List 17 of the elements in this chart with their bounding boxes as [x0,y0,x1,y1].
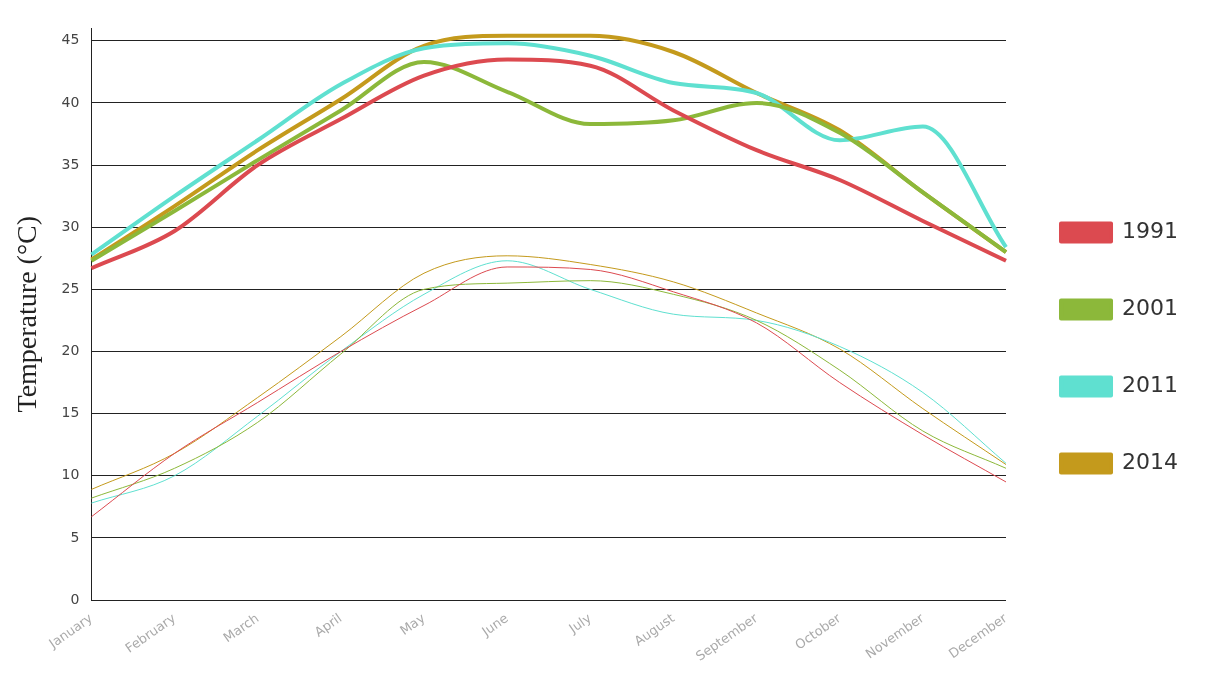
legend-label: 2014 [1122,449,1179,475]
y-axis-title: Temperature (°C) [11,215,43,413]
x-tick-label: July [565,610,595,637]
y-tick-label: 40 [61,93,80,110]
legend-label: 1991 [1122,218,1179,244]
y-tick-label: 0 [70,590,80,607]
legend-label: 2011 [1122,372,1179,398]
y-tick-label: 15 [61,404,80,421]
y-tick-label: 20 [61,342,80,359]
y-tick-label: 10 [61,466,80,483]
legend-label: 2001 [1122,295,1179,321]
x-tick-label: May [397,610,428,639]
y-tick-label: 5 [70,528,80,545]
y-tick-label: 35 [61,155,80,172]
y-tick-label: 45 [61,31,80,48]
y-tick-label: 30 [61,217,80,234]
y-tick-label: 25 [61,279,80,296]
